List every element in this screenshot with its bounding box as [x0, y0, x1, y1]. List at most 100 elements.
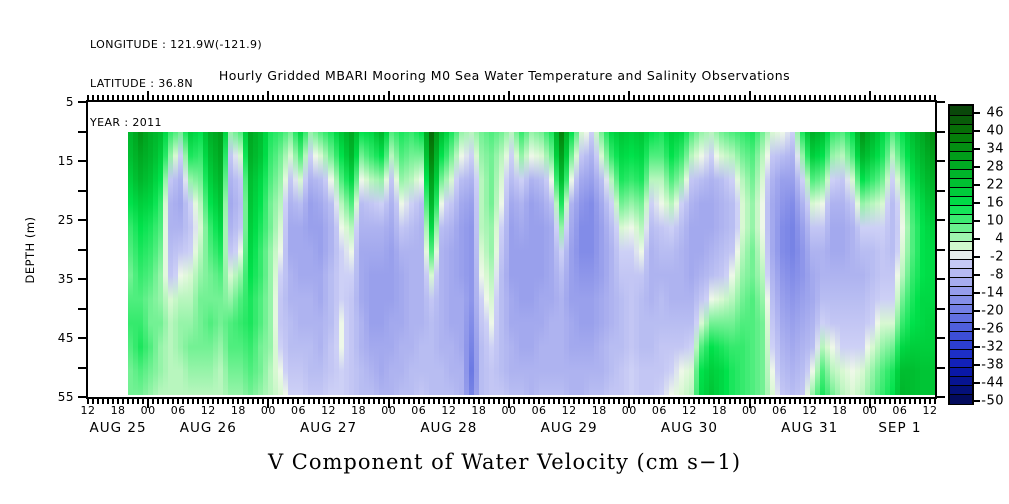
- colorbar-tick-label: -20: [981, 303, 1004, 319]
- x-tick-top: [903, 95, 906, 100]
- heatmap-column: [539, 132, 545, 395]
- x-tick: [417, 399, 420, 404]
- x-hour-label: 06: [772, 404, 788, 417]
- colorbar-cell: [950, 124, 972, 134]
- heatmap-column: [278, 132, 285, 395]
- heatmap-column: [443, 132, 450, 395]
- x-tick-top: [387, 91, 390, 100]
- heatmap-column: [589, 132, 595, 395]
- x-tick: [728, 399, 731, 404]
- x-date-label: AUG 26: [179, 420, 237, 436]
- x-tick-top: [352, 95, 355, 100]
- x-tick-top: [678, 95, 681, 100]
- x-hour-label: 12: [321, 404, 337, 417]
- x-tick: [387, 399, 390, 408]
- heatmap-column: [739, 132, 746, 395]
- x-hour-label: 12: [441, 404, 457, 417]
- x-tick: [192, 399, 195, 404]
- x-tick: [297, 399, 300, 404]
- x-hour-label: 12: [200, 404, 216, 417]
- x-tick-top: [648, 95, 651, 100]
- depth-tick-right: [937, 130, 945, 133]
- depth-tick: [78, 337, 86, 339]
- x-tick-top: [357, 95, 360, 100]
- x-tick-top: [568, 95, 571, 100]
- x-tick: [302, 399, 305, 404]
- x-tick: [828, 399, 831, 404]
- heatmap-column: [438, 132, 445, 395]
- x-tick-top: [628, 91, 631, 100]
- x-tick: [578, 399, 581, 404]
- x-date-label: SEP 1: [878, 420, 922, 436]
- x-tick: [643, 399, 646, 404]
- heatmap-column: [644, 132, 650, 395]
- x-tick: [502, 399, 505, 404]
- x-tick-top: [523, 95, 526, 100]
- heatmap-column: [243, 132, 249, 395]
- x-tick-top: [212, 95, 215, 100]
- heatmap-column: [433, 132, 440, 395]
- x-tick-top: [162, 95, 165, 100]
- x-tick-top: [397, 95, 400, 100]
- x-tick: [167, 399, 170, 404]
- x-tick-top: [457, 95, 460, 100]
- x-tick-top: [157, 95, 160, 100]
- x-tick-top: [878, 95, 881, 100]
- colorbar-tick-label: 22: [986, 177, 1004, 193]
- heatmap-column: [188, 132, 194, 395]
- colorbar-cell: [950, 313, 972, 323]
- x-tick-top: [723, 95, 726, 100]
- x-tick: [482, 399, 485, 404]
- x-tick: [918, 399, 921, 404]
- x-tick: [422, 399, 425, 404]
- heatmap-column: [408, 132, 415, 395]
- x-tick-top: [868, 91, 871, 100]
- colorbar-cell: [950, 304, 972, 314]
- heatmap-column: [849, 132, 856, 395]
- x-tick: [217, 399, 220, 404]
- colorbar-cell: [950, 160, 972, 170]
- colorbar-cell: [950, 331, 972, 341]
- heatmap: [128, 132, 935, 395]
- x-tick: [553, 399, 556, 404]
- x-tick: [462, 399, 465, 404]
- x-tick-top: [863, 95, 866, 100]
- x-tick: [658, 399, 661, 404]
- x-tick: [332, 399, 335, 404]
- x-tick-top: [132, 95, 135, 100]
- colorbar-tick: [974, 148, 980, 150]
- x-tick: [97, 399, 100, 404]
- heatmap-column: [523, 132, 530, 395]
- x-tick: [528, 399, 531, 404]
- heatmap-column: [674, 132, 681, 395]
- x-tick: [863, 399, 866, 404]
- x-tick: [307, 399, 310, 404]
- x-tick: [713, 399, 716, 404]
- x-tick-top: [623, 95, 626, 100]
- x-tick: [272, 399, 275, 404]
- x-tick: [688, 399, 691, 404]
- x-tick: [492, 399, 495, 404]
- x-tick-top: [467, 95, 470, 100]
- colorbar-tick: [974, 166, 980, 168]
- x-tick-top: [202, 95, 205, 100]
- heatmap-column: [919, 132, 926, 395]
- x-tick-top: [192, 95, 195, 100]
- x-tick: [287, 399, 290, 404]
- x-tick: [698, 399, 701, 404]
- heatmap-column: [388, 132, 395, 395]
- depth-tick-right: [937, 307, 945, 310]
- colorbar-tick: [974, 220, 980, 222]
- x-date-label: AUG 27: [300, 420, 358, 436]
- heatmap-column: [924, 132, 931, 395]
- heatmap-column: [569, 132, 575, 395]
- x-tick: [352, 399, 355, 404]
- colorbar-cell: [950, 115, 972, 125]
- heatmap-column: [844, 132, 851, 395]
- depth-label: 5: [65, 95, 74, 109]
- x-tick-top: [402, 95, 405, 100]
- heatmap-column: [634, 132, 640, 395]
- x-tick: [673, 399, 676, 404]
- depth-tick: [78, 278, 86, 280]
